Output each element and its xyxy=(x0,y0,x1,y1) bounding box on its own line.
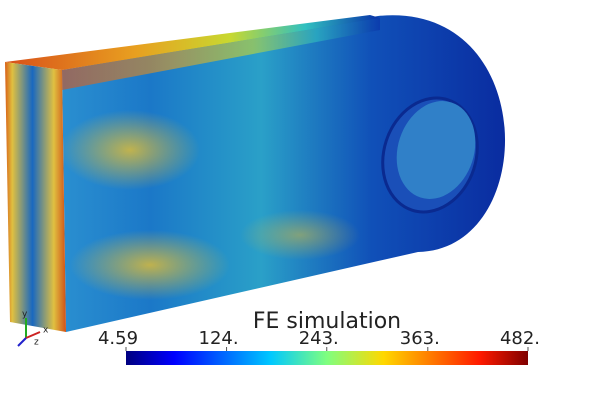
tick-label: 363. xyxy=(400,328,440,349)
fe-model xyxy=(5,15,506,333)
axis-label: z xyxy=(34,338,39,348)
tick-label: 243. xyxy=(299,328,339,349)
axis-label: y xyxy=(22,310,28,320)
axes-triad: y x z xyxy=(17,310,49,348)
axis-label: x xyxy=(43,326,49,336)
tick-label: 124. xyxy=(199,328,239,349)
colorbar-title: FE simulation xyxy=(253,309,401,334)
tick-label: 482. xyxy=(500,328,540,349)
colorbar: FE simulation 4.59 124. 243. 363. 482. xyxy=(98,309,540,365)
colorbar-gradient xyxy=(126,351,528,365)
tick-label: 4.59 xyxy=(98,328,138,349)
